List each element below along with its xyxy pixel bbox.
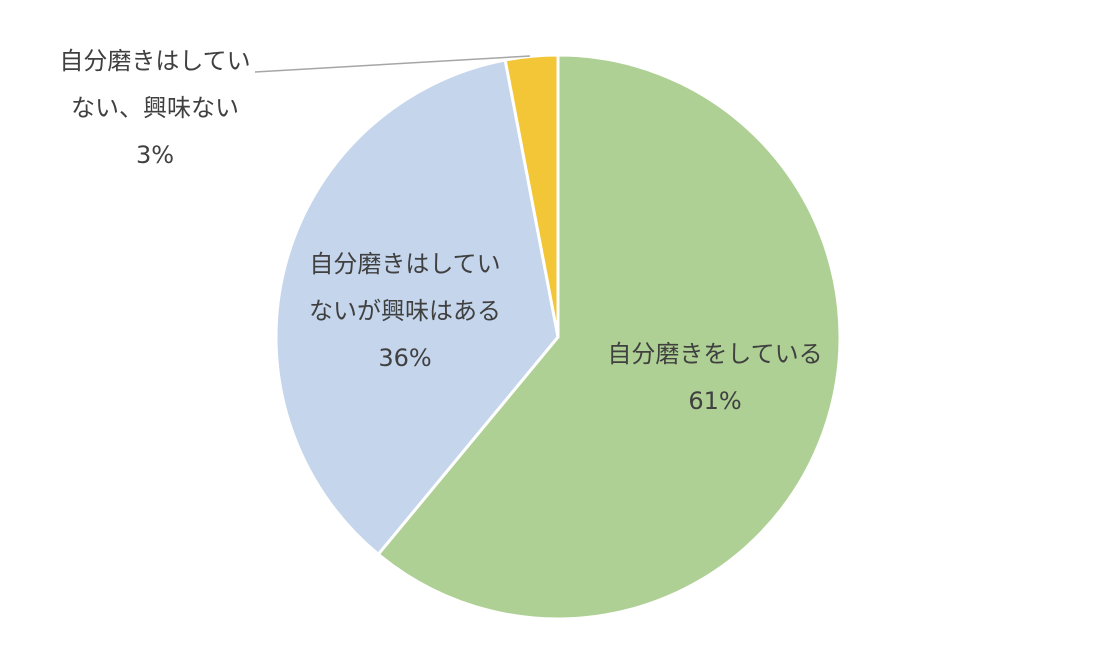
slice-label: 自分磨きをしている (607, 340, 822, 368)
slice-label: 自分磨きはしてい (59, 47, 250, 75)
pie-slice (274, 58, 560, 557)
pie-slice (503, 53, 560, 338)
value-label: 3% (136, 141, 174, 169)
value-label: 61% (688, 387, 741, 415)
leader-line (254, 55, 531, 73)
slice-label: ないが興味はある (309, 297, 501, 325)
value-label: 36% (378, 344, 431, 372)
slice-label: ない、興味ない (71, 94, 239, 122)
slice-label: 自分磨きはしてい (309, 250, 500, 278)
pie-slice (376, 53, 842, 621)
